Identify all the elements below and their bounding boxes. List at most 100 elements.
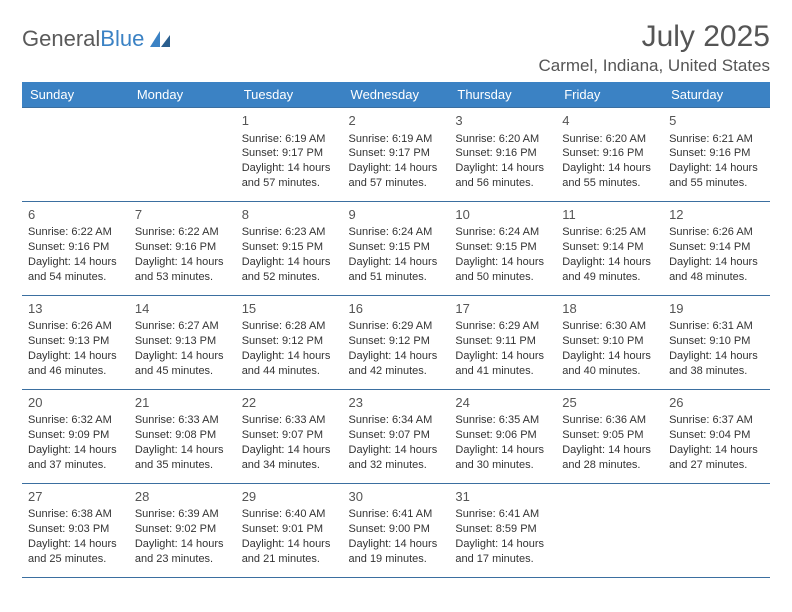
sunrise-text: Sunrise: 6:33 AM	[135, 413, 230, 428]
calendar-cell: 31Sunrise: 6:41 AMSunset: 8:59 PMDayligh…	[449, 483, 556, 577]
sunset-text: Sunset: 9:16 PM	[669, 146, 764, 161]
calendar-cell: 21Sunrise: 6:33 AMSunset: 9:08 PMDayligh…	[129, 389, 236, 483]
day-number: 25	[562, 394, 657, 412]
sunrise-text: Sunrise: 6:21 AM	[669, 132, 764, 147]
sunset-text: Sunset: 9:14 PM	[562, 240, 657, 255]
calendar-cell: 10Sunrise: 6:24 AMSunset: 9:15 PMDayligh…	[449, 201, 556, 295]
day-number: 11	[562, 206, 657, 224]
calendar-cell: 4Sunrise: 6:20 AMSunset: 9:16 PMDaylight…	[556, 108, 663, 202]
day-number: 12	[669, 206, 764, 224]
location: Carmel, Indiana, United States	[538, 56, 770, 76]
sunrise-text: Sunrise: 6:38 AM	[28, 507, 123, 522]
sunset-text: Sunset: 9:17 PM	[349, 146, 444, 161]
calendar-row: 20Sunrise: 6:32 AMSunset: 9:09 PMDayligh…	[22, 389, 770, 483]
header: GeneralBlue July 2025 Carmel, Indiana, U…	[22, 20, 770, 76]
day-number: 29	[242, 488, 337, 506]
daylight-text: Daylight: 14 hours and 57 minutes.	[242, 161, 337, 191]
day-number: 20	[28, 394, 123, 412]
daylight-text: Daylight: 14 hours and 52 minutes.	[242, 255, 337, 285]
daylight-text: Daylight: 14 hours and 37 minutes.	[28, 443, 123, 473]
calendar-cell: 26Sunrise: 6:37 AMSunset: 9:04 PMDayligh…	[663, 389, 770, 483]
day-header: Sunday	[22, 82, 129, 108]
sunset-text: Sunset: 9:15 PM	[349, 240, 444, 255]
sunset-text: Sunset: 9:12 PM	[242, 334, 337, 349]
sunset-text: Sunset: 9:10 PM	[669, 334, 764, 349]
calendar-cell: 16Sunrise: 6:29 AMSunset: 9:12 PMDayligh…	[343, 295, 450, 389]
day-number: 3	[455, 112, 550, 130]
calendar-cell: 7Sunrise: 6:22 AMSunset: 9:16 PMDaylight…	[129, 201, 236, 295]
calendar-cell: 19Sunrise: 6:31 AMSunset: 9:10 PMDayligh…	[663, 295, 770, 389]
calendar-cell-empty	[129, 108, 236, 202]
daylight-text: Daylight: 14 hours and 25 minutes.	[28, 537, 123, 567]
sunset-text: Sunset: 9:16 PM	[455, 146, 550, 161]
sunrise-text: Sunrise: 6:20 AM	[562, 132, 657, 147]
sunrise-text: Sunrise: 6:28 AM	[242, 319, 337, 334]
calendar-cell: 30Sunrise: 6:41 AMSunset: 9:00 PMDayligh…	[343, 483, 450, 577]
sunset-text: Sunset: 9:09 PM	[28, 428, 123, 443]
daylight-text: Daylight: 14 hours and 54 minutes.	[28, 255, 123, 285]
day-number: 9	[349, 206, 444, 224]
daylight-text: Daylight: 14 hours and 17 minutes.	[455, 537, 550, 567]
day-header: Saturday	[663, 82, 770, 108]
calendar-cell: 9Sunrise: 6:24 AMSunset: 9:15 PMDaylight…	[343, 201, 450, 295]
sunrise-text: Sunrise: 6:24 AM	[349, 225, 444, 240]
sunset-text: Sunset: 9:10 PM	[562, 334, 657, 349]
daylight-text: Daylight: 14 hours and 28 minutes.	[562, 443, 657, 473]
sunrise-text: Sunrise: 6:40 AM	[242, 507, 337, 522]
day-number: 6	[28, 206, 123, 224]
logo-sail-icon	[148, 29, 172, 49]
sunset-text: Sunset: 9:08 PM	[135, 428, 230, 443]
sunset-text: Sunset: 9:05 PM	[562, 428, 657, 443]
calendar-cell: 5Sunrise: 6:21 AMSunset: 9:16 PMDaylight…	[663, 108, 770, 202]
calendar-cell: 15Sunrise: 6:28 AMSunset: 9:12 PMDayligh…	[236, 295, 343, 389]
daylight-text: Daylight: 14 hours and 50 minutes.	[455, 255, 550, 285]
day-number: 7	[135, 206, 230, 224]
sunrise-text: Sunrise: 6:32 AM	[28, 413, 123, 428]
day-number: 17	[455, 300, 550, 318]
sunrise-text: Sunrise: 6:24 AM	[455, 225, 550, 240]
calendar-cell: 27Sunrise: 6:38 AMSunset: 9:03 PMDayligh…	[22, 483, 129, 577]
calendar-cell: 22Sunrise: 6:33 AMSunset: 9:07 PMDayligh…	[236, 389, 343, 483]
daylight-text: Daylight: 14 hours and 55 minutes.	[562, 161, 657, 191]
sunrise-text: Sunrise: 6:35 AM	[455, 413, 550, 428]
sunset-text: Sunset: 9:13 PM	[135, 334, 230, 349]
calendar-cell: 6Sunrise: 6:22 AMSunset: 9:16 PMDaylight…	[22, 201, 129, 295]
day-number: 2	[349, 112, 444, 130]
sunrise-text: Sunrise: 6:25 AM	[562, 225, 657, 240]
daylight-text: Daylight: 14 hours and 57 minutes.	[349, 161, 444, 191]
calendar-cell: 2Sunrise: 6:19 AMSunset: 9:17 PMDaylight…	[343, 108, 450, 202]
calendar-cell: 11Sunrise: 6:25 AMSunset: 9:14 PMDayligh…	[556, 201, 663, 295]
month-title: July 2025	[538, 20, 770, 54]
daylight-text: Daylight: 14 hours and 41 minutes.	[455, 349, 550, 379]
calendar-cell: 3Sunrise: 6:20 AMSunset: 9:16 PMDaylight…	[449, 108, 556, 202]
calendar-cell: 24Sunrise: 6:35 AMSunset: 9:06 PMDayligh…	[449, 389, 556, 483]
day-number: 16	[349, 300, 444, 318]
daylight-text: Daylight: 14 hours and 56 minutes.	[455, 161, 550, 191]
calendar-cell: 18Sunrise: 6:30 AMSunset: 9:10 PMDayligh…	[556, 295, 663, 389]
day-number: 24	[455, 394, 550, 412]
logo-text-2: Blue	[100, 26, 144, 52]
sunrise-text: Sunrise: 6:36 AM	[562, 413, 657, 428]
sunset-text: Sunset: 9:16 PM	[562, 146, 657, 161]
sunset-text: Sunset: 9:04 PM	[669, 428, 764, 443]
sunset-text: Sunset: 9:16 PM	[28, 240, 123, 255]
daylight-text: Daylight: 14 hours and 19 minutes.	[349, 537, 444, 567]
sunset-text: Sunset: 8:59 PM	[455, 522, 550, 537]
daylight-text: Daylight: 14 hours and 35 minutes.	[135, 443, 230, 473]
sunset-text: Sunset: 9:11 PM	[455, 334, 550, 349]
daylight-text: Daylight: 14 hours and 30 minutes.	[455, 443, 550, 473]
sunset-text: Sunset: 9:15 PM	[242, 240, 337, 255]
daylight-text: Daylight: 14 hours and 21 minutes.	[242, 537, 337, 567]
sunrise-text: Sunrise: 6:27 AM	[135, 319, 230, 334]
day-number: 27	[28, 488, 123, 506]
sunset-text: Sunset: 9:02 PM	[135, 522, 230, 537]
sunset-text: Sunset: 9:03 PM	[28, 522, 123, 537]
calendar-cell: 25Sunrise: 6:36 AMSunset: 9:05 PMDayligh…	[556, 389, 663, 483]
calendar-cell: 12Sunrise: 6:26 AMSunset: 9:14 PMDayligh…	[663, 201, 770, 295]
calendar-row: 13Sunrise: 6:26 AMSunset: 9:13 PMDayligh…	[22, 295, 770, 389]
daylight-text: Daylight: 14 hours and 38 minutes.	[669, 349, 764, 379]
logo-text-1: General	[22, 26, 100, 52]
sunrise-text: Sunrise: 6:34 AM	[349, 413, 444, 428]
sunrise-text: Sunrise: 6:33 AM	[242, 413, 337, 428]
calendar-cell-empty	[22, 108, 129, 202]
